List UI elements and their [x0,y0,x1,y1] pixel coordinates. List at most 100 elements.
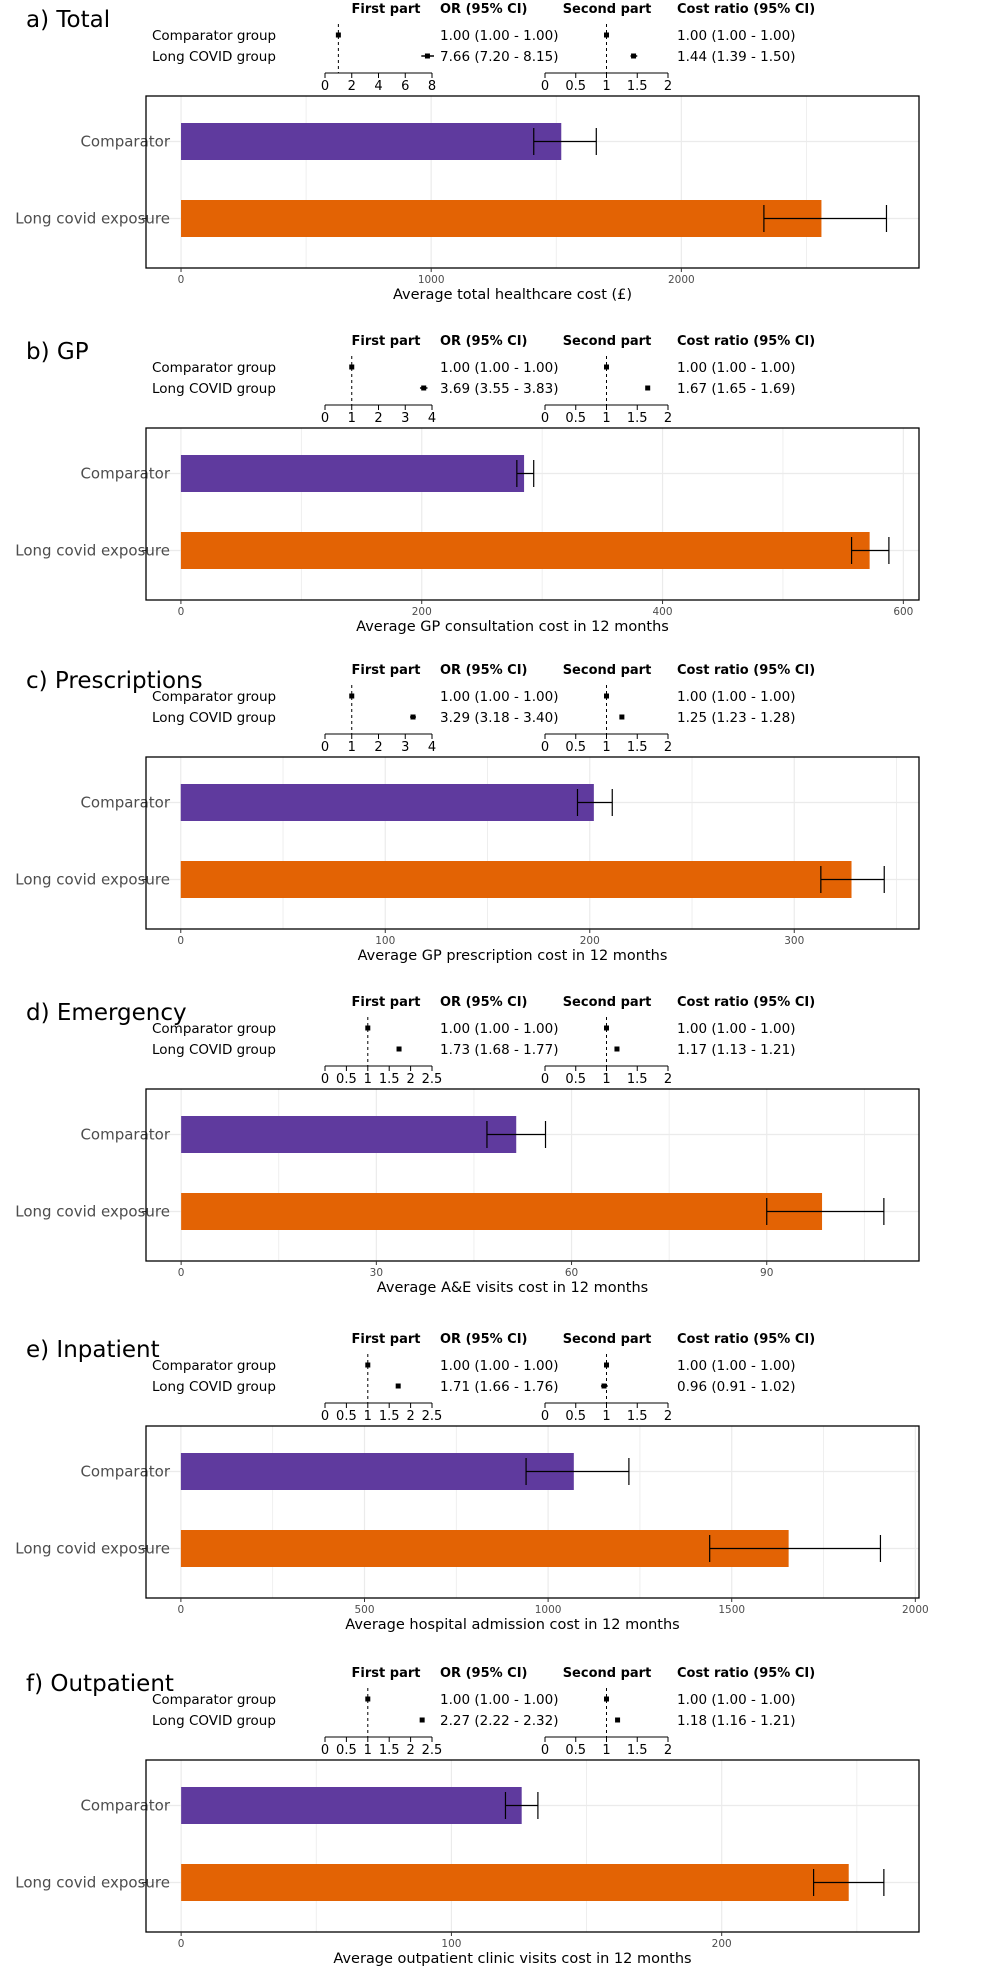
header-cost-ratio-ci: Cost ratio (95% CI) [677,1666,815,1681]
forest-group-label: Comparator group [152,360,276,376]
x-axis-label: Average GP prescription cost in 12 month… [358,948,668,964]
first-part-estimate-text: 1.00 (1.00 - 1.00) [440,360,558,376]
second-part-tick-label: 0 [541,1743,549,1758]
second-part-tick-label: 0.5 [565,1743,586,1758]
header-second-part: Second part [563,2,652,17]
first-part-tick-label: 2.5 [422,1743,443,1758]
x-axis-label: Average total healthcare cost (£) [393,287,632,303]
x-tick-label: 2000 [902,1604,929,1616]
first-part-estimate-text: 3.69 (3.55 - 3.83) [440,381,558,397]
header-second-part: Second part [563,995,652,1010]
first-part-estimate-text: 1.00 (1.00 - 1.00) [440,1692,558,1708]
forest-group-label: Comparator group [152,1021,276,1037]
second-part-tick-label: 2 [664,1409,672,1424]
first-part-estimate-text: 2.27 (2.22 - 2.32) [440,1713,558,1729]
header-or-ci: OR (95% CI) [440,334,528,349]
forest-group-label: Long COVID group [152,1042,276,1058]
first-part-tick-label: 0 [321,1409,329,1424]
plot-frame [145,1088,920,1262]
first-part-estimate-text: 7.66 (7.20 - 8.15) [440,49,558,65]
header-second-part: Second part [563,663,652,678]
second-part-tick-label: 0.5 [565,79,586,94]
x-tick-label: 90 [760,1267,773,1279]
second-part-tick-label: 2 [664,79,672,94]
x-tick-label: 30 [370,1267,383,1279]
first-part-tick-label: 1.5 [379,1743,400,1758]
first-part-tick-label: 8 [428,79,436,94]
second-part-estimate-text: 1.00 (1.00 - 1.00) [677,360,795,376]
x-tick-label: 600 [893,606,913,618]
first-part-tick-label: 0 [321,411,329,426]
panel-title: f) Outpatient [26,1671,174,1697]
x-tick-label: 100 [441,1938,461,1950]
header-cost-ratio-ci: Cost ratio (95% CI) [677,2,815,17]
second-part-point [604,693,609,699]
second-part-estimate-text: 1.00 (1.00 - 1.00) [677,1692,795,1708]
header-cost-ratio-ci: Cost ratio (95% CI) [677,1332,815,1347]
second-part-tick-label: 0 [541,1072,549,1087]
second-part-estimate-text: 1.00 (1.00 - 1.00) [677,28,795,44]
x-tick-label: 300 [784,935,804,947]
first-part-point [410,714,416,720]
category-label: Long covid exposure [15,1540,170,1558]
forest-group-label: Comparator group [152,28,276,44]
second-part-tick-label: 0 [541,740,549,755]
second-part-point [604,364,609,370]
second-part-tick-label: 0.5 [565,740,586,755]
first-part-tick-label: 2 [374,411,382,426]
second-part-tick-label: 0 [541,411,549,426]
first-part-tick-label: 2 [406,1743,414,1758]
forest-group-label: Comparator group [152,1692,276,1708]
first-part-tick-label: 2 [348,79,356,94]
header-or-ci: OR (95% CI) [440,995,528,1010]
second-part-tick-label: 1 [602,1409,610,1424]
header-first-part: First part [352,995,421,1010]
plot-frame [145,1759,920,1933]
first-part-tick-label: 2.5 [422,1072,443,1087]
x-tick-label: 2000 [668,274,695,286]
panel-title: d) Emergency [26,1000,187,1026]
first-part-point [365,1025,371,1031]
second-part-tick-label: 0 [541,1409,549,1424]
first-part-estimate-text: 1.00 (1.00 - 1.00) [440,1021,558,1037]
first-part-tick-label: 4 [428,411,436,426]
bar-long-covid [180,861,852,898]
header-or-ci: OR (95% CI) [440,1666,528,1681]
x-tick-label: 1500 [718,1604,745,1616]
second-part-tick-label: 1.5 [627,79,648,94]
panel-5: e) Inpatient First part OR (95% CI) Second … [15,1332,928,1633]
second-part-estimate-text: 1.18 (1.16 - 1.21) [677,1713,795,1729]
header-or-ci: OR (95% CI) [440,1332,528,1347]
bar-comparator [181,1116,517,1153]
category-label: Long covid exposure [15,210,170,228]
second-part-tick-label: 1 [602,79,610,94]
x-axis-label: Average GP consultation cost in 12 month… [356,619,669,635]
second-part-estimate-text: 1.00 (1.00 - 1.00) [677,1021,795,1037]
first-part-tick-label: 2 [406,1072,414,1087]
second-part-point [604,1362,609,1368]
first-part-tick-label: 4 [428,740,436,755]
bar-long-covid [180,532,870,569]
panel-2: b) GP First part OR (95% CI) Second part Cos… [15,334,920,635]
first-part-tick-label: 0 [321,1072,329,1087]
header-second-part: Second part [563,334,652,349]
second-part-tick-label: 1 [602,1072,610,1087]
first-part-tick-label: 1 [364,1072,372,1087]
second-part-tick-label: 0.5 [565,411,586,426]
header-first-part: First part [352,1666,421,1681]
x-tick-label: 200 [712,1938,732,1950]
x-axis-label: Average hospital admission cost in 12 mo… [345,1617,679,1633]
second-part-tick-label: 0 [541,79,549,94]
header-first-part: First part [352,1332,421,1347]
bar-comparator [180,1453,574,1490]
first-part-tick-label: 1 [348,411,356,426]
header-second-part: Second part [563,1666,652,1681]
first-part-point [335,32,341,38]
bar-long-covid [181,200,822,237]
forest-group-label: Long COVID group [152,49,276,65]
header-cost-ratio-ci: Cost ratio (95% CI) [677,995,815,1010]
forest-group-label: Comparator group [152,689,276,705]
second-part-point [619,714,625,720]
panel-1: a) Total First part OR (95% CI) Second part… [15,2,920,303]
bar-comparator [181,1787,522,1824]
